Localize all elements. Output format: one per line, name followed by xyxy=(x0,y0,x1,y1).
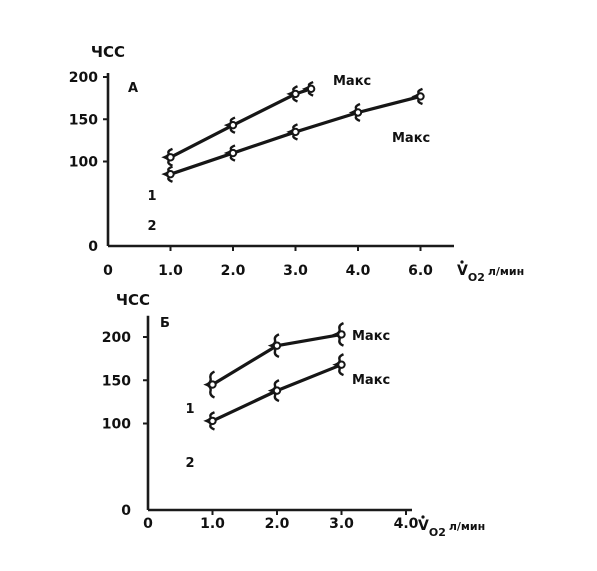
error-bar xyxy=(286,85,298,103)
dot-accent-icon xyxy=(460,260,464,264)
data-point xyxy=(337,330,346,339)
data-point xyxy=(228,120,238,130)
error-bar xyxy=(348,102,361,123)
max-annotation: Макс xyxy=(333,74,371,89)
y-tick-label: 200 xyxy=(69,70,98,86)
error-bar xyxy=(267,333,280,359)
error-bar xyxy=(332,353,344,377)
y-tick-label: 100 xyxy=(69,155,98,171)
y-tick-label: 150 xyxy=(102,373,131,389)
series-label: 1 xyxy=(147,189,156,204)
panel-label: Б xyxy=(160,316,170,331)
x-tick-label: 1.0 xyxy=(158,263,183,279)
data-point xyxy=(272,386,282,395)
max-annotation: Макс xyxy=(352,329,390,344)
panel-label: А xyxy=(128,81,138,96)
x-axis-label-sub: O2 xyxy=(429,526,446,539)
error-bar xyxy=(223,144,236,162)
x-tick-label: 3.0 xyxy=(283,263,308,279)
error-bar xyxy=(301,80,314,97)
x-tick-label: 4.0 xyxy=(394,516,419,532)
data-point xyxy=(208,416,217,426)
data-point xyxy=(166,169,175,179)
data-point xyxy=(166,153,175,162)
error-bar xyxy=(267,379,280,403)
y-tick-label: 100 xyxy=(102,417,131,433)
error-bar xyxy=(203,411,215,431)
x-tick-label: 6.0 xyxy=(408,263,433,279)
x-tick-label: 4.0 xyxy=(346,263,371,279)
series-label: 2 xyxy=(185,456,194,471)
x-tick-label: 2.0 xyxy=(221,263,246,279)
data-point xyxy=(353,108,363,117)
data-point xyxy=(228,148,238,158)
y-tick-label: 200 xyxy=(102,330,131,346)
y-tick-label: 0 xyxy=(88,239,98,255)
max-annotation: Макс xyxy=(352,373,390,388)
x-tick-label: 1.0 xyxy=(200,516,225,532)
y-axis-label: ЧСС xyxy=(91,43,125,61)
dot-accent-icon xyxy=(421,515,425,519)
series-label: 1 xyxy=(185,402,194,417)
y-tick-label: 150 xyxy=(69,112,98,128)
error-bar xyxy=(161,147,173,167)
data-point xyxy=(291,89,300,99)
x-axis-label-main: V xyxy=(418,518,429,534)
x-axis-label: VO2 л/мин xyxy=(457,263,524,284)
x-axis-label-unit: л/мин xyxy=(449,520,485,533)
chart-b: 0 100 150 200 0 1.0 2.0 3.0 4.0 ЧСС Б VO2 л/мин 1 Макс… xyxy=(102,291,485,539)
data-point xyxy=(208,380,217,389)
data-point xyxy=(272,341,282,350)
x-axis-label-sub: O2 xyxy=(468,271,485,284)
data-point xyxy=(416,92,425,101)
x-tick-label: 0 xyxy=(103,263,113,279)
data-point xyxy=(337,360,346,369)
y-axis-label: ЧСС xyxy=(116,291,150,309)
x-tick-label: 2.0 xyxy=(265,516,290,532)
data-point xyxy=(291,127,300,137)
chart-a: 0 100 150 200 0 1.0 2.0 3.0 4.0 6.0 ЧСС А VO2 л/мин 1 М… xyxy=(69,43,524,284)
error-bar xyxy=(411,87,423,106)
error-bar xyxy=(332,322,344,347)
x-axis-label-main: V xyxy=(457,263,468,279)
error-bar xyxy=(286,123,298,141)
x-axis-label: VO2 л/мин xyxy=(418,518,485,539)
x-tick-label: 0 xyxy=(143,516,153,532)
data-point xyxy=(306,84,316,94)
error-bar xyxy=(203,370,215,399)
y-tick-label: 0 xyxy=(121,503,131,519)
max-annotation: Макс xyxy=(392,131,430,146)
series-1-line xyxy=(169,87,312,159)
x-axis-label-unit: л/мин xyxy=(488,265,524,278)
series-label: 2 xyxy=(147,219,156,234)
error-bar xyxy=(223,116,236,134)
error-bar xyxy=(161,165,173,183)
x-tick-label: 3.0 xyxy=(329,516,354,532)
